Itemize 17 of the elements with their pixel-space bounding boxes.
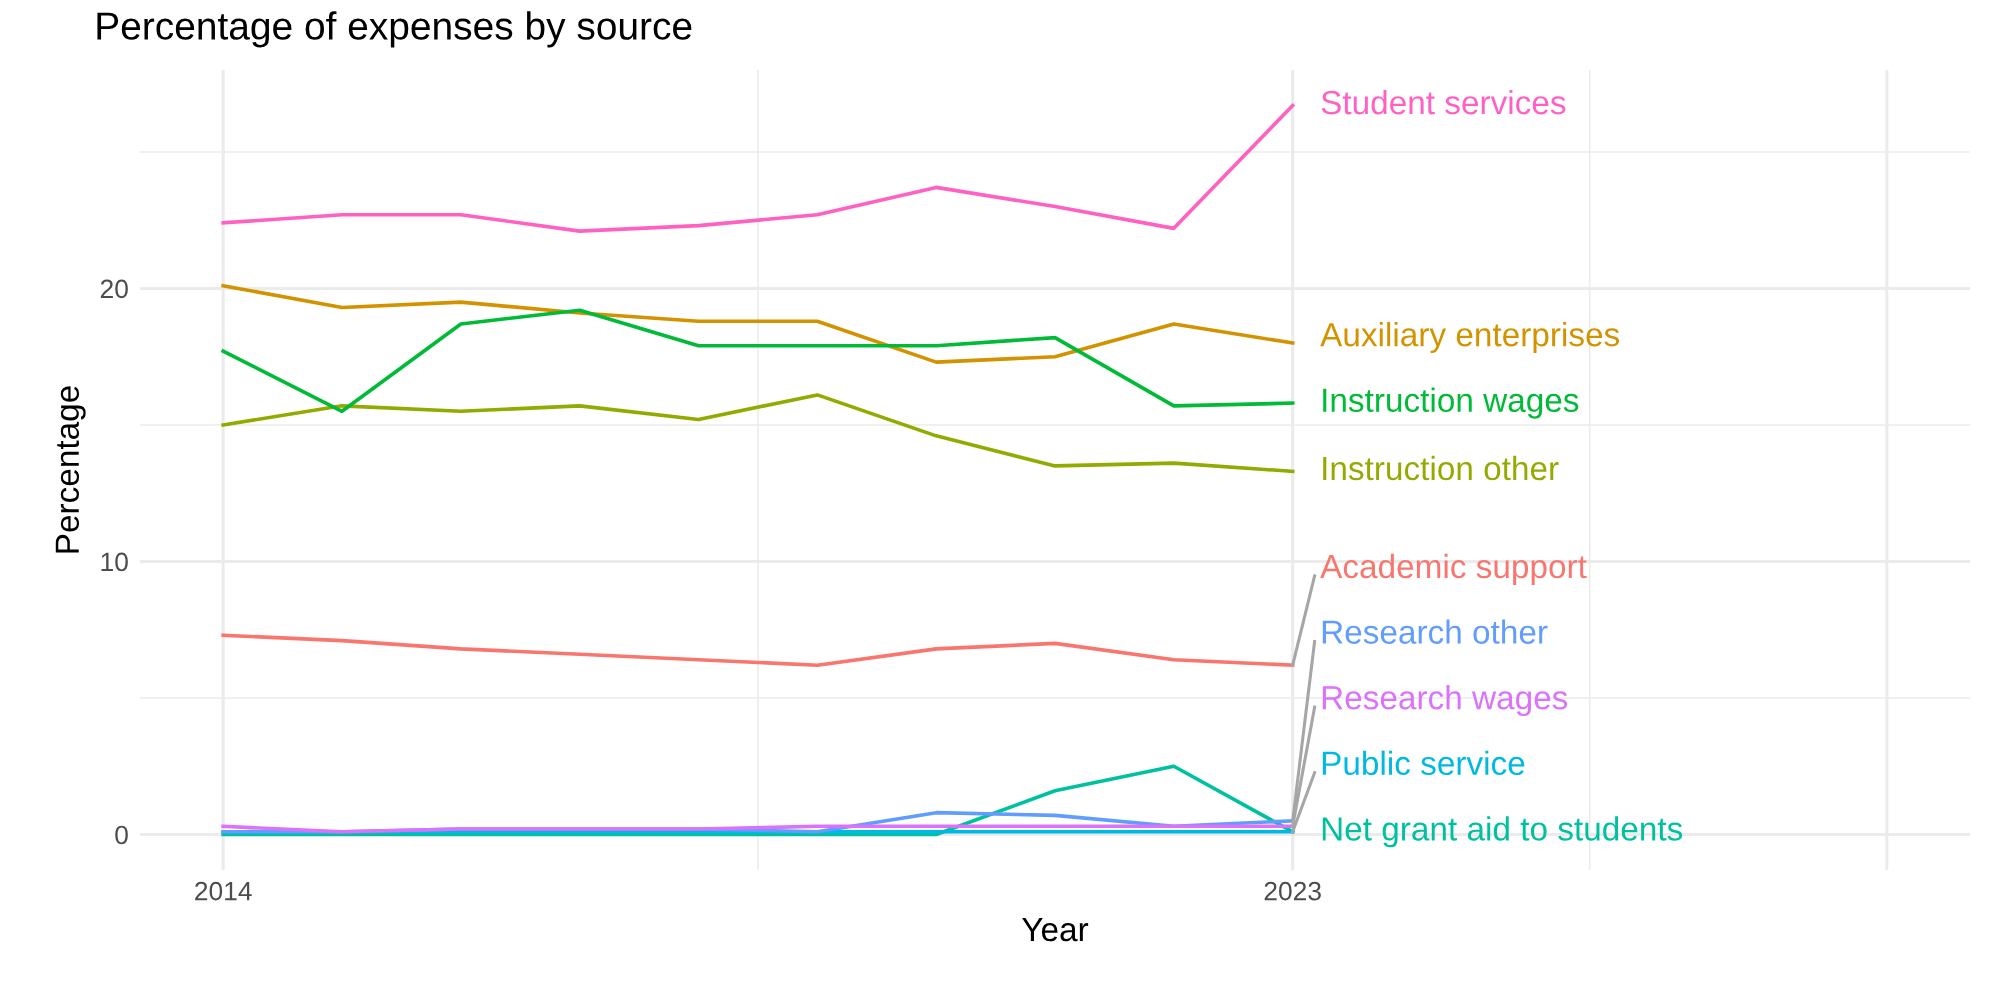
- y-tick-label: 10: [101, 552, 128, 572]
- text: Research wages: [1322, 685, 1568, 717]
- y-tick-label: 20: [100, 279, 128, 299]
- x-tick-label: 2014: [195, 881, 252, 901]
- y-tick-label: 0: [115, 825, 128, 845]
- text: Research other: [1322, 619, 1548, 644]
- x-tick-label: 2023: [1264, 881, 1321, 901]
- text: Academic support: [1320, 553, 1587, 585]
- series-label: Student services: [1321, 89, 1566, 115]
- x-axis-title: Year: [1022, 918, 1089, 942]
- series-label: Public service: [1322, 750, 1525, 776]
- series-label: Auxiliary enterprises: [1320, 321, 1620, 354]
- series-label: Instruction wages: [1323, 387, 1579, 419]
- series-label: Instruction other: [1323, 455, 1559, 481]
- y-axis-title: Percentage: [55, 386, 86, 553]
- chart-title: Percentage of expenses by source: [97, 11, 692, 48]
- series-label: Net grant aid to students: [1322, 816, 1683, 848]
